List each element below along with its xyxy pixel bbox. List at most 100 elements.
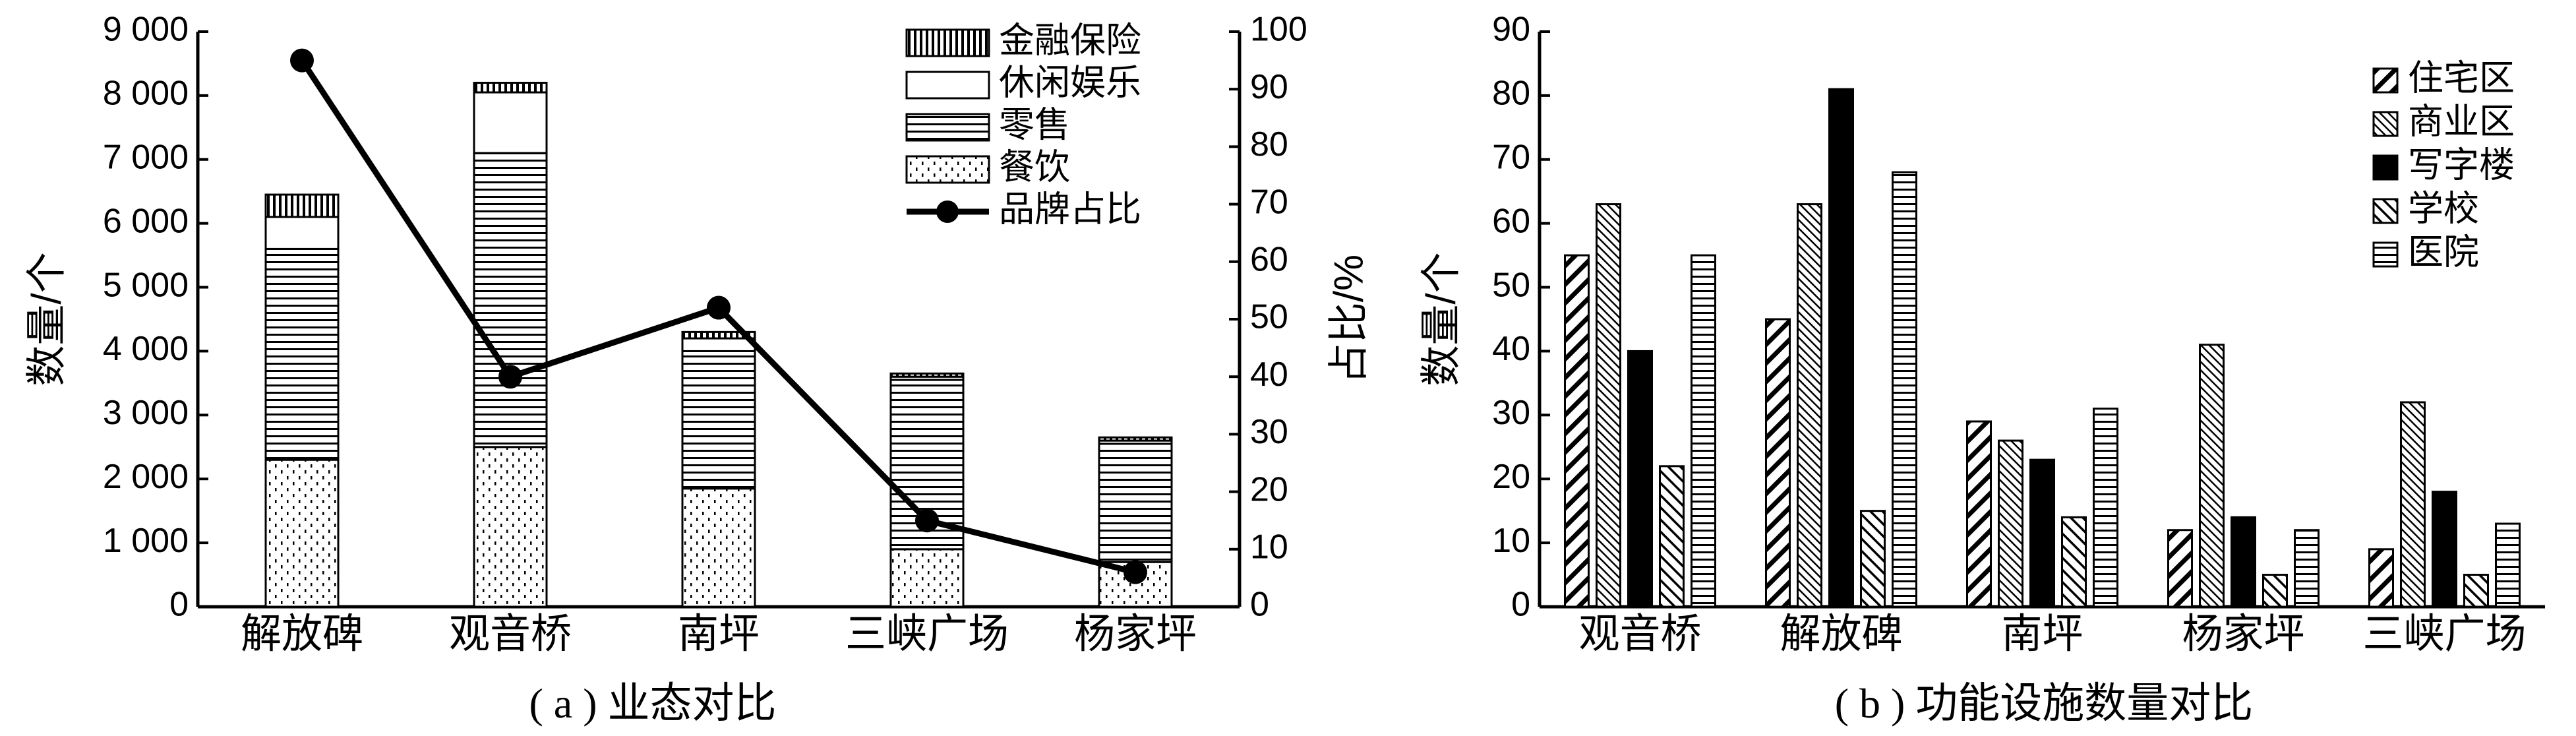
b-bar [1627,350,1653,608]
a-bar-segment [681,487,756,608]
a-share-point [290,48,314,73]
a-y-tick-label: 2 000 [103,458,189,496]
a-bar-segment [264,216,340,250]
b-y-tick-label: 0 [1511,586,1530,624]
a-y2-tick-label: 90 [1250,68,1288,106]
b-bar [2093,408,2118,608]
b-y-tick-label: 60 [1492,202,1530,240]
b-bar [2368,548,2394,608]
a-legend-label: 品牌占比 [999,189,1141,229]
a-bar-segment [1098,436,1173,442]
a-y-tick-label: 5 000 [103,266,189,304]
b-y-tick-label: 90 [1492,11,1530,49]
b-caption: ( b ) 功能设施数量对比 [1835,680,2254,727]
b-bar [2167,529,2193,608]
b-y-tick-label: 10 [1492,522,1530,560]
a-bar-segment [681,337,756,352]
b-bar [1860,510,1886,608]
a-legend-label: 零售 [999,105,1070,144]
a-bar-segment [681,350,756,490]
b-bar [1828,88,1854,608]
b-bar [1765,318,1791,608]
a-y-tick-label: 9 000 [103,11,189,49]
b-legend-label: 住宅区 [2408,58,2515,98]
a-category-label: 观音桥 [449,611,572,657]
a-legend-swatch [905,113,990,142]
a-share-point [707,295,731,320]
a-y2-tick-label: 0 [1250,586,1269,624]
a-y2-tick-label: 30 [1250,413,1288,451]
a-bar-segment [889,548,965,608]
a-bar-segment [473,152,548,448]
a-bar-segment [473,446,548,608]
b-category-label: 观音桥 [1578,611,1701,657]
a-y2-tick-label: 10 [1250,528,1288,567]
b-bar [2199,344,2225,608]
b-bar [2061,516,2087,608]
a-y-axis-label: 数量/个 [24,252,69,386]
b-category-label: 三峡广场 [2362,611,2526,657]
a-y2-tick-label: 70 [1250,183,1288,221]
a-caption: ( a ) 业态对比 [529,680,776,727]
a-bar-segment [264,193,340,218]
a-category-label: 杨家坪 [1074,611,1197,657]
a-y-tick-label: 1 000 [103,522,189,560]
b-bar [1797,203,1822,608]
b-bar [2294,529,2320,608]
a-legend-swatch [905,28,990,57]
b-y-tick-label: 20 [1492,458,1530,496]
b-bar [2262,574,2288,608]
a-bar-segment [473,91,548,154]
a-legend-swatch [905,71,990,100]
b-legend-swatch [2372,111,2399,137]
b-category-label: 南坪 [2001,611,2083,657]
a-y-tick-label: 0 [169,586,189,624]
a-y-tick-label: 7 000 [103,138,189,177]
b-bar [1596,203,1621,608]
a-y-tick-label: 6 000 [103,202,189,240]
a-share-point [498,365,522,389]
a-y-tick-label: 8 000 [103,75,189,113]
a-bar-segment [264,458,340,608]
b-legend-label: 写字楼 [2408,145,2515,185]
b-bar [1966,420,1992,608]
a-y2-tick-label: 20 [1250,470,1288,508]
b-y-axis-label: 数量/个 [1418,252,1464,386]
b-bar [2463,574,2489,608]
b-y-tick-label: 70 [1492,138,1530,177]
a-legend-marker [936,200,959,223]
b-legend-swatch [2372,154,2399,181]
b-bar [1691,254,1716,608]
b-bar [2495,522,2521,608]
b-y-tick-label: 50 [1492,266,1530,304]
a-bar-segment [889,372,965,378]
a-category-label: 南坪 [678,611,760,657]
a-legend-label: 休闲娱乐 [999,63,1141,102]
b-bar [1892,171,1917,608]
b-bar [2400,401,2426,608]
b-category-label: 解放碑 [1780,611,1902,657]
b-legend-label: 学校 [2408,189,2479,228]
a-category-label: 解放碑 [241,611,363,657]
a-y2-tick-label: 80 [1250,125,1288,164]
b-y-tick-label: 40 [1492,330,1530,368]
a-bar-segment [264,247,340,461]
b-bar [1998,439,2023,608]
a-legend-label: 金融保险 [999,20,1141,60]
a-y2-tick-label: 100 [1250,11,1307,49]
b-bar [2029,458,2055,608]
a-share-point [915,508,939,533]
a-legend-swatch [905,155,990,184]
b-bar [2231,516,2256,608]
a-y2-axis-label: 占比/% [1326,255,1371,384]
b-legend-label: 商业区 [2408,102,2515,141]
a-y2-tick-label: 60 [1250,241,1288,279]
a-legend-label: 餐饮 [999,147,1070,187]
b-legend-swatch [2372,241,2399,268]
a-category-label: 三峡广场 [845,611,1009,657]
a-bar-segment [1098,443,1173,563]
b-legend-swatch [2372,67,2399,94]
a-y2-tick-label: 40 [1250,355,1288,394]
